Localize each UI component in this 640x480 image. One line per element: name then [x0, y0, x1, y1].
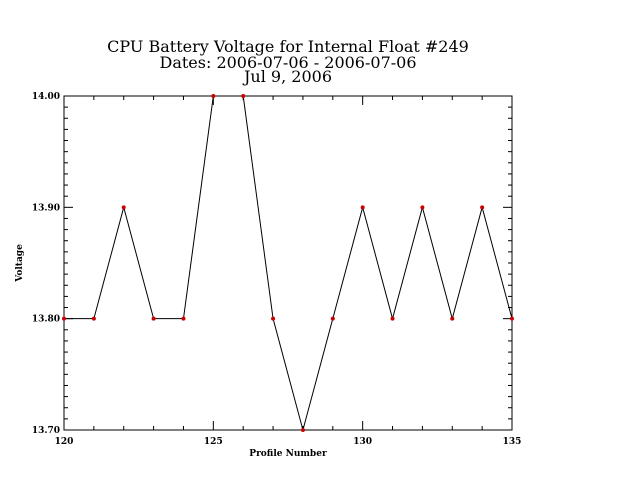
series-group: [62, 94, 514, 432]
title-line-3: Jul 9, 2006: [242, 67, 332, 86]
data-point: [300, 428, 305, 432]
data-point: [450, 316, 455, 321]
data-point: [151, 316, 156, 321]
y-tick-label: 13.80: [32, 315, 60, 325]
data-point: [211, 94, 216, 98]
title-line-1: CPU Battery Voltage for Internal Float #…: [107, 37, 469, 56]
x-tick-label: 120: [55, 437, 74, 447]
tick-marks: [63, 95, 513, 431]
data-point: [360, 205, 365, 210]
chart-title: CPU Battery Voltage for Internal Float #…: [107, 37, 469, 86]
x-tick-label: 135: [503, 437, 522, 447]
y-tick-label: 13.70: [32, 426, 60, 436]
y-axis-label: Voltage: [15, 244, 25, 283]
data-point: [181, 316, 186, 321]
data-point: [241, 94, 246, 98]
y-tick-label: 13.90: [32, 203, 60, 213]
data-point: [420, 205, 425, 210]
data-point: [330, 316, 335, 321]
x-axis-label: Profile Number: [249, 449, 327, 459]
y-tick-label: 14.00: [32, 92, 60, 102]
data-point: [510, 316, 514, 321]
x-tick-label: 125: [204, 437, 223, 447]
data-point: [390, 316, 395, 321]
title-line-2: Dates: 2006-07-06 - 2006-07-06: [159, 53, 416, 72]
series-line: [64, 95, 513, 432]
tick-labels: 120 125 130 135 13.70 13.80 13.90 14.00: [32, 92, 522, 447]
plot-frame: [63, 95, 513, 431]
data-point: [271, 316, 276, 321]
data-point: [121, 205, 126, 210]
data-point: [62, 316, 66, 321]
x-tick-label: 130: [353, 437, 372, 447]
data-point: [91, 316, 96, 321]
data-point: [480, 205, 485, 210]
